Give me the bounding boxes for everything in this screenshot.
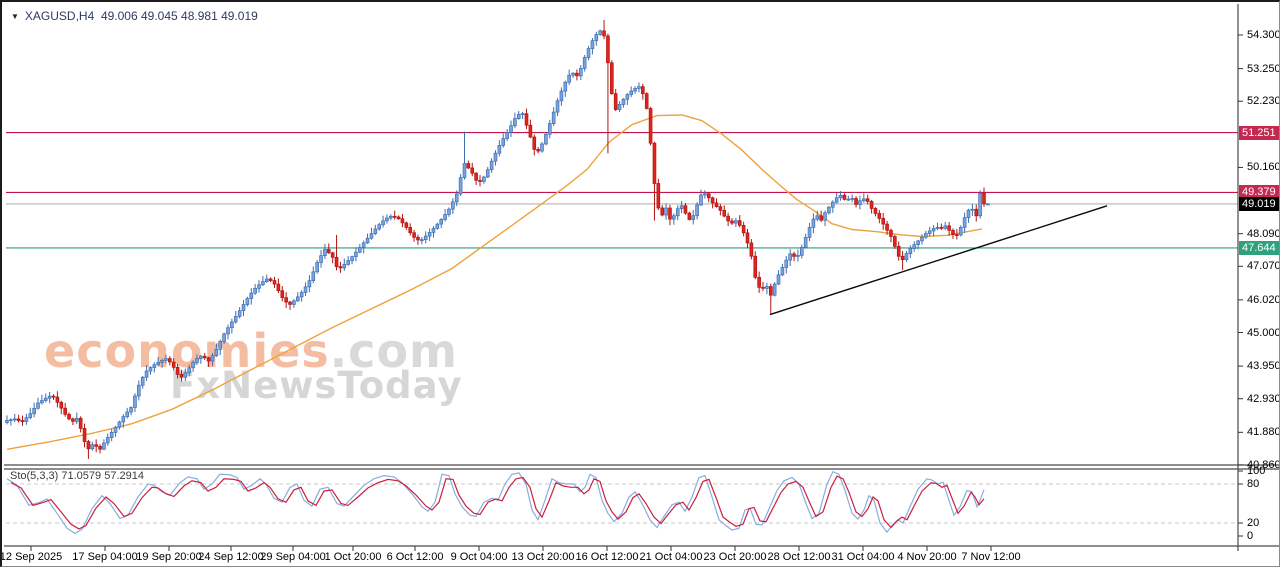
time-axis-label[interactable]: 19 Sep 20:00	[136, 551, 202, 563]
stochastic-d-line	[10, 475, 985, 530]
stochastic-k-value: 71.0579	[61, 470, 102, 482]
time-axis-label[interactable]: 12 Sep 2025	[0, 551, 63, 563]
price-axis-highlight-47.644: 47.644	[1239, 240, 1279, 255]
time-axis-label[interactable]: 7 Nov 12:00	[961, 551, 1021, 563]
quote-low: 48.981	[181, 9, 218, 23]
price-axis-label[interactable]: 53.250	[1247, 62, 1280, 75]
price-axis-label[interactable]: 43.950	[1247, 360, 1280, 373]
moving-average-line	[6, 114, 983, 450]
price-axis-label[interactable]: 41.880	[1247, 426, 1280, 439]
price-axis-highlight-51.251: 51.251	[1239, 125, 1279, 140]
chart-title: ▼ XAGUSD,H4 49.006 49.045 48.981 49.019	[11, 9, 258, 23]
time-axis-label[interactable]: 9 Oct 04:00	[450, 551, 508, 563]
time-axis-label[interactable]: 23 Oct 20:00	[703, 551, 767, 563]
time-axis-label[interactable]: 1 Oct 20:00	[324, 551, 382, 563]
time-axis-label[interactable]: 24 Sep 12:00	[198, 551, 264, 563]
candlestick-series	[5, 19, 990, 459]
price-axis-label[interactable]: 48.090	[1247, 227, 1280, 240]
price-axis-label[interactable]: 40.860	[1247, 458, 1280, 471]
price-axis-label[interactable]: 42.930	[1247, 392, 1280, 405]
symbol-timeframe: XAGUSD,H4	[24, 9, 95, 23]
quote-high: 49.045	[141, 9, 178, 23]
stoch-axis-label[interactable]: 0	[1247, 530, 1254, 542]
time-axis-label[interactable]: 6 Oct 12:00	[386, 551, 444, 563]
watermark-fxnewstoday: FxNewsToday	[170, 364, 463, 407]
stochastic-label: Sto(5,3,3) 71.0579 57.2914	[10, 470, 144, 482]
watermark-domain: .com	[329, 324, 458, 378]
price-axis-highlight-49.379: 49.379	[1239, 185, 1279, 200]
time-axis-label[interactable]: 16 Oct 12:00	[575, 551, 639, 563]
time-axis-label[interactable]: 13 Oct 20:00	[511, 551, 575, 563]
time-axis-label[interactable]: 29 Sep 04:00	[260, 551, 326, 563]
time-axis-label[interactable]: 28 Oct 12:00	[767, 551, 831, 563]
stoch-axis-label[interactable]: 20	[1247, 517, 1260, 529]
stochastic-k-line	[6, 470, 985, 535]
time-axis-label[interactable]: 17 Sep 04:00	[72, 551, 138, 563]
price-axis-label[interactable]: 50.160	[1247, 161, 1280, 174]
time-axis-label[interactable]: 31 Oct 04:00	[831, 551, 895, 563]
watermark-economies: economies.com	[44, 324, 458, 378]
time-axis-label[interactable]: 21 Oct 04:00	[639, 551, 703, 563]
price-axis-label[interactable]: 47.070	[1247, 260, 1280, 273]
quote-open: 49.006	[100, 9, 138, 23]
time-axis-label[interactable]: 4 Nov 20:00	[897, 551, 957, 563]
price-axis-highlight-49.019: 49.019	[1239, 196, 1279, 211]
stochastic-settings: Sto(5,3,3)	[10, 470, 59, 482]
ascending-trendline[interactable]	[769, 205, 1108, 316]
stochastic-d-value: 57.2914	[104, 470, 144, 482]
price-axis-label[interactable]: 52.230	[1247, 95, 1280, 108]
price-axis-label[interactable]: 46.020	[1247, 293, 1280, 306]
stoch-axis-label[interactable]: 100	[1247, 465, 1266, 477]
quote-close: 49.019	[221, 9, 258, 23]
price-axis-label[interactable]: 54.300	[1247, 29, 1280, 41]
price-axis-label[interactable]: 45.000	[1247, 326, 1280, 339]
watermark-brand: economies	[44, 324, 330, 378]
stoch-axis-label[interactable]: 80	[1247, 478, 1260, 490]
symbol-dropdown-icon[interactable]: ▼	[11, 12, 19, 21]
